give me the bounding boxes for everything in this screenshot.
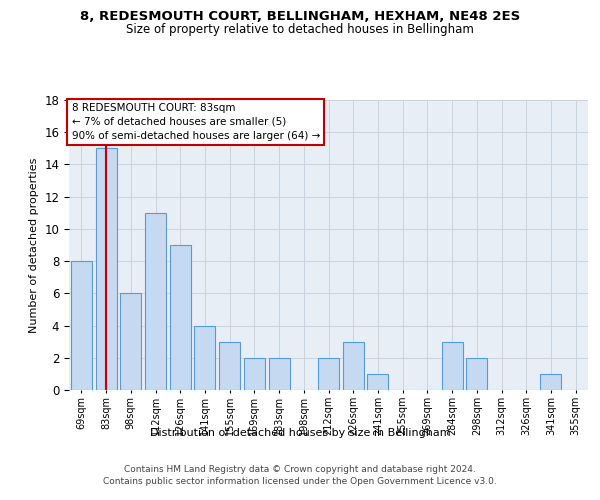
Bar [219,342,240,390]
Text: 8, REDESMOUTH COURT, BELLINGHAM, HEXHAM, NE48 2ES: 8, REDESMOUTH COURT, BELLINGHAM, HEXHAM,… [80,10,520,23]
Bar [541,374,562,390]
Text: 8 REDESMOUTH COURT: 83sqm
← 7% of detached houses are smaller (5)
90% of semi-de: 8 REDESMOUTH COURT: 83sqm ← 7% of detach… [71,103,320,141]
Bar [120,294,141,390]
Bar [466,358,487,390]
Bar [145,213,166,390]
Bar [244,358,265,390]
Bar [367,374,388,390]
Bar [194,326,215,390]
Bar [318,358,339,390]
Bar [343,342,364,390]
Text: Contains public sector information licensed under the Open Government Licence v3: Contains public sector information licen… [103,478,497,486]
Text: Distribution of detached houses by size in Bellingham: Distribution of detached houses by size … [149,428,451,438]
Text: Size of property relative to detached houses in Bellingham: Size of property relative to detached ho… [126,22,474,36]
Bar [269,358,290,390]
Bar [170,245,191,390]
Y-axis label: Number of detached properties: Number of detached properties [29,158,39,332]
Text: Contains HM Land Registry data © Crown copyright and database right 2024.: Contains HM Land Registry data © Crown c… [124,465,476,474]
Bar [95,148,116,390]
Bar [71,261,92,390]
Bar [442,342,463,390]
